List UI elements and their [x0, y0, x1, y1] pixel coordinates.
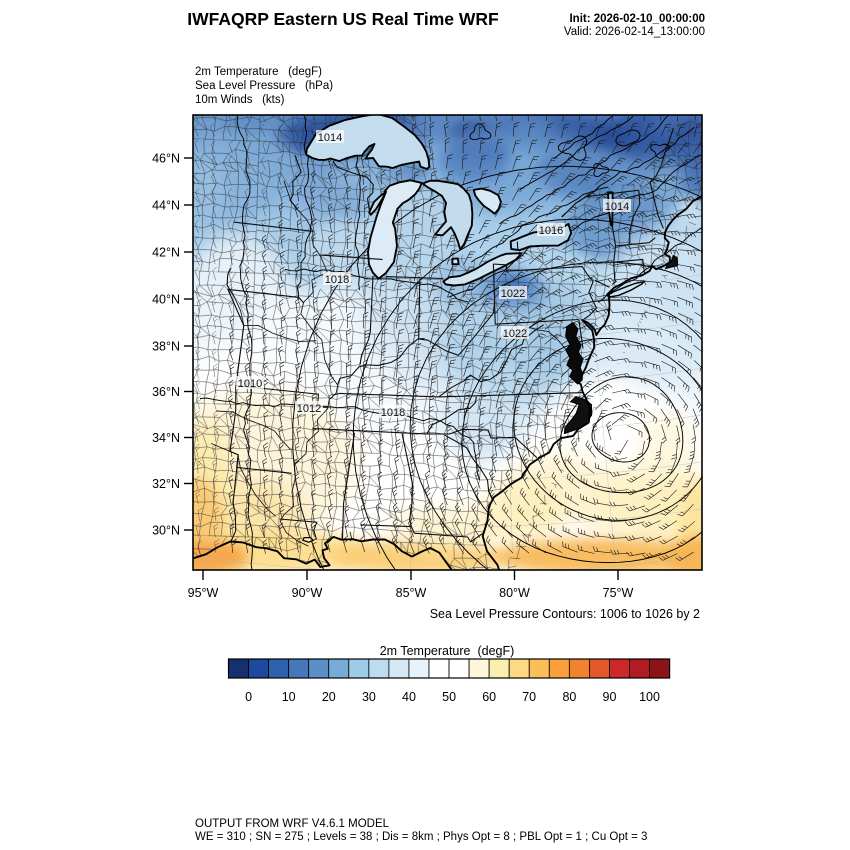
svg-text:42°N: 42°N	[152, 246, 180, 260]
svg-text:50: 50	[442, 690, 456, 704]
svg-text:40: 40	[402, 690, 416, 704]
svg-text:30°N: 30°N	[152, 524, 180, 538]
svg-text:1010: 1010	[238, 378, 262, 390]
svg-text:WE = 310 ; SN = 275 ; Levels =: WE = 310 ; SN = 275 ; Levels = 38 ; Dis …	[195, 831, 647, 843]
svg-text:1014: 1014	[605, 201, 629, 213]
svg-text:Valid: 2026-02-14_13:00:00: Valid: 2026-02-14_13:00:00	[564, 26, 705, 38]
svg-text:60: 60	[482, 690, 496, 704]
svg-text:1018: 1018	[325, 274, 349, 286]
svg-text:75°W: 75°W	[603, 586, 634, 600]
svg-text:1018: 1018	[381, 407, 405, 419]
svg-text:34°N: 34°N	[152, 431, 180, 445]
svg-text:Init: 2026-02-10_00:00:00: Init: 2026-02-10_00:00:00	[569, 13, 705, 25]
svg-text:0: 0	[245, 690, 252, 704]
svg-text:2m Temperature (degF): 2m Temperature (degF)	[380, 644, 515, 658]
svg-text:32°N: 32°N	[152, 477, 180, 491]
svg-text:80°W: 80°W	[499, 586, 530, 600]
svg-text:Sea Level Pressure Contours: 1: Sea Level Pressure Contours: 1006 to 102…	[430, 607, 700, 621]
svg-text:85°W: 85°W	[396, 586, 427, 600]
svg-text:36°N: 36°N	[152, 385, 180, 399]
svg-text:95°W: 95°W	[188, 586, 219, 600]
svg-text:2m Temperature (degF): 2m Temperature (degF)	[195, 66, 322, 78]
svg-text:OUTPUT FROM WRF V4.6.1 MODEL: OUTPUT FROM WRF V4.6.1 MODEL	[195, 818, 390, 830]
svg-text:Sea Level Pressure (hPa): Sea Level Pressure (hPa)	[195, 80, 333, 92]
svg-text:1016: 1016	[539, 225, 563, 237]
svg-text:10m Winds (kts): 10m Winds (kts)	[195, 94, 285, 106]
svg-text:46°N: 46°N	[152, 152, 180, 166]
svg-text:1014: 1014	[318, 132, 342, 144]
svg-text:100: 100	[639, 690, 660, 704]
svg-text:1022: 1022	[503, 328, 527, 340]
svg-text:1022: 1022	[501, 288, 525, 300]
svg-text:70: 70	[522, 690, 536, 704]
svg-text:38°N: 38°N	[152, 340, 180, 354]
svg-text:44°N: 44°N	[152, 199, 180, 213]
svg-text:10: 10	[282, 690, 296, 704]
svg-text:90°W: 90°W	[292, 586, 323, 600]
svg-text:90: 90	[603, 690, 617, 704]
svg-text:20: 20	[322, 690, 336, 704]
svg-text:IWFAQRP Eastern US Real Time W: IWFAQRP Eastern US Real Time WRF	[187, 9, 499, 29]
svg-text:80: 80	[562, 690, 576, 704]
svg-text:30: 30	[362, 690, 376, 704]
svg-text:40°N: 40°N	[152, 293, 180, 307]
svg-text:1012: 1012	[297, 403, 321, 415]
